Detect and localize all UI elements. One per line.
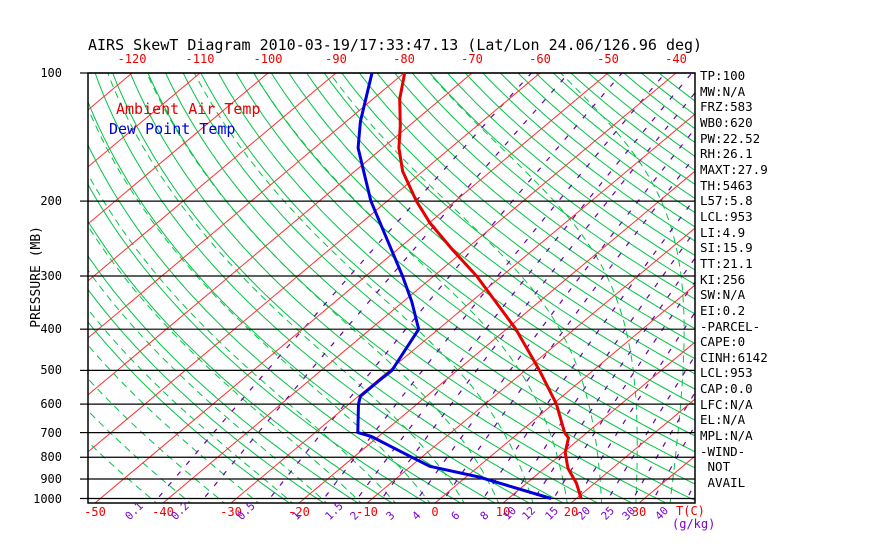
legend-ambient-temp-label: Ambient Air Temp (116, 100, 261, 118)
bottom-temp-tick-label: -10 (356, 505, 378, 519)
stat-line: TH:5463 (700, 177, 753, 193)
stat-line: WB0:620 (700, 114, 753, 130)
stat-line: KI:256 (700, 271, 746, 287)
bottom-temp-tick-label: 30 (631, 505, 647, 519)
stat-line: MAXT:27.9 (700, 161, 768, 177)
stat-line: -PARCEL- (700, 318, 761, 334)
top-temp-tick-label: -80 (393, 52, 415, 66)
pressure-tick-label: 500 (40, 363, 62, 377)
legend-dew-point-label: Dew Point Temp (109, 120, 236, 138)
temp-unit-label: T(C) (676, 504, 705, 518)
stat-line: CINH:6142 (700, 349, 768, 365)
stat-line: LCL:953 (700, 208, 753, 224)
pressure-tick-label: 400 (40, 322, 62, 336)
pressure-tick-label: 300 (40, 269, 62, 283)
dew-point-curve (356, 72, 552, 500)
pressure-tick-label: 700 (40, 426, 62, 440)
top-temp-tick-label: -60 (529, 52, 551, 66)
ambient-temp-curve (397, 72, 583, 499)
bottom-temp-tick-label: 10 (495, 505, 511, 519)
top-temp-tick-label: -100 (253, 52, 283, 66)
pressure-tick-label: 200 (40, 194, 62, 208)
stat-line: LFC:N/A (700, 396, 753, 412)
top-temp-tick-label: -110 (185, 52, 215, 66)
pressure-tick-label: 900 (40, 472, 62, 486)
top-temp-tick-label: -70 (461, 52, 483, 66)
bottom-temp-tick-label: -50 (84, 505, 106, 519)
stat-line: LCL:953 (700, 365, 753, 381)
mixing-ratio-unit-label: (g/kg) (672, 517, 716, 531)
stat-line: SW:N/A (700, 287, 746, 303)
stat-line: CAPE:0 (700, 334, 746, 350)
stat-line: L57:5.8 (700, 193, 753, 209)
bottom-temp-tick-label: -40 (152, 505, 174, 519)
stat-line: SI:15.9 (700, 240, 753, 256)
stats-panel: TP:100 MW:N/A FRZ:583 WB0:620 PW:22.52 RH:26.… (700, 68, 768, 491)
top-temp-tick-label: -120 (117, 52, 147, 66)
stat-line: AVAIL (700, 475, 746, 491)
top-temp-tick-label: -40 (665, 52, 687, 66)
pressure-tick-label: 1000 (33, 492, 62, 506)
stat-line: FRZ:583 (700, 99, 753, 115)
bottom-temp-tick-label: -30 (220, 505, 242, 519)
chart-title: AIRS SkewT Diagram 2010-03-19/17:33:47.1… (88, 36, 703, 54)
stat-line: TT:21.1 (700, 255, 753, 271)
stat-line: NOT (700, 459, 731, 475)
pressure-tick-label: 100 (40, 66, 62, 80)
top-temp-tick-label: -50 (597, 52, 619, 66)
stat-line: LI:4.9 (700, 224, 746, 240)
stat-line: EI:0.2 (700, 302, 746, 318)
stat-line: MW:N/A (700, 83, 746, 99)
stat-line: RH:26.1 (700, 146, 753, 162)
top-temp-tick-label: -90 (325, 52, 347, 66)
pressure-tick-label: 800 (40, 450, 62, 464)
stat-line: MPL:N/A (700, 428, 753, 444)
stat-line: CAP:0.0 (700, 381, 753, 397)
bottom-temp-tick-label: 0 (431, 505, 439, 519)
stat-line: TP:100 (700, 68, 746, 83)
stat-line: -WIND- (700, 443, 746, 459)
bottom-temp-tick-label: -20 (288, 505, 310, 519)
stat-line: EL:N/A (700, 412, 746, 428)
pressure-tick-label: 600 (40, 397, 62, 411)
stat-line: PW:22.52 (700, 130, 761, 146)
bottom-temp-tick-label: 20 (563, 505, 579, 519)
